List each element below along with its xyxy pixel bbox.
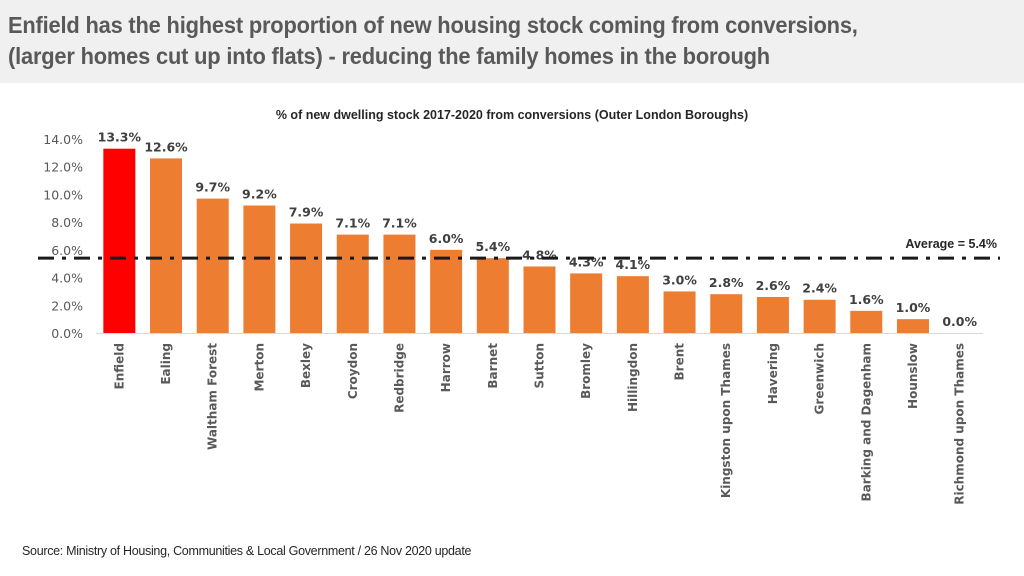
data-label: 4.1% <box>616 257 651 272</box>
data-labels: 13.3%12.6% 9.7% 9.2% 7.9% 7.1% 7.1% 6.0% 5.4% 4.… <box>98 130 978 329</box>
category-label: Redbridge <box>392 343 406 413</box>
bar-hounslow <box>896 319 929 333</box>
bar-harrow <box>430 249 463 333</box>
data-label: 7.9% <box>289 205 324 220</box>
bar-enfield <box>103 148 136 333</box>
data-label: 3.0% <box>662 272 697 287</box>
headline: Enfield has the highest proportion of ne… <box>8 10 947 72</box>
y-tick-label: 6.0% <box>51 243 83 258</box>
y-tick-label: 8.0% <box>51 215 83 230</box>
bar-merton <box>243 205 276 333</box>
chart-title: % of new dwelling stock 2017-2020 from c… <box>275 108 749 122</box>
category-labels: Enfield Ealing Waltham Forest Merton Bexley C… <box>112 343 966 505</box>
data-label: 9.2% <box>242 187 277 202</box>
data-label: 7.1% <box>382 216 417 231</box>
y-tick-label: 4.0% <box>51 271 83 286</box>
bar-havering <box>756 296 789 333</box>
bar-bromley <box>570 273 603 333</box>
category-label: Waltham Forest <box>206 343 220 450</box>
bar-barking-and-dagenham <box>850 310 883 333</box>
data-label: 9.7% <box>195 180 230 195</box>
headline-line-1: Enfield has the highest proportion of ne… <box>8 12 858 38</box>
y-tick-label: 12.0% <box>43 160 83 175</box>
data-label: 2.6% <box>756 278 791 293</box>
category-label: Hounslow <box>906 343 920 409</box>
category-label: Merton <box>252 343 266 392</box>
bar-brent <box>663 291 696 333</box>
category-label: Kingston upon Thames <box>719 343 733 498</box>
average-label: Average = 5.4% <box>905 237 997 251</box>
y-tick-label: 10.0% <box>43 187 83 202</box>
headline-line-2: (larger homes cut up into flats) - reduc… <box>8 43 770 69</box>
category-label: Ealing <box>159 343 173 385</box>
category-label: Sutton <box>533 343 547 388</box>
y-tick-label: 0.0% <box>51 326 83 341</box>
category-label: Richmond upon Thames <box>953 343 967 505</box>
data-label: 1.6% <box>849 292 884 307</box>
header-banner: Enfield has the highest proportion of ne… <box>0 0 1024 83</box>
category-label: Enfield <box>112 343 126 389</box>
data-label: 2.8% <box>709 275 744 290</box>
bars <box>103 148 929 333</box>
data-label: 4.3% <box>569 254 604 269</box>
data-label: 5.4% <box>475 239 510 254</box>
data-label: 6.0% <box>429 231 464 246</box>
bar-greenwich <box>803 299 836 333</box>
bar-croydon <box>336 234 369 333</box>
bar-bexley <box>290 223 323 333</box>
y-tick-label: 2.0% <box>51 298 83 313</box>
category-label: Harrow <box>439 343 453 392</box>
data-label: 12.6% <box>144 139 188 154</box>
category-label: Bromley <box>579 343 593 399</box>
y-tick-label: 14.0% <box>43 132 83 147</box>
data-label: 7.1% <box>335 216 370 231</box>
bar-waltham-forest <box>196 198 229 333</box>
data-label: 1.0% <box>896 300 931 315</box>
category-label: Barking and Dagenham <box>859 343 873 501</box>
category-label: Brent <box>673 343 687 381</box>
data-label: 2.4% <box>802 281 837 296</box>
bar-hillingdon <box>616 276 649 333</box>
bar-barnet <box>476 258 509 333</box>
data-label: 0.0% <box>942 314 977 329</box>
category-label: Greenwich <box>813 343 827 414</box>
category-label: Havering <box>766 343 780 404</box>
data-label: 13.3% <box>98 130 142 145</box>
category-label: Hillingdon <box>626 343 640 412</box>
bar-ealing <box>150 158 183 333</box>
bar-redbridge <box>383 234 416 333</box>
y-axis: 0.0% 2.0% 4.0% 6.0% 8.0% 10.0% 12.0% 14.0% <box>43 132 83 341</box>
bar-kingston-upon-thames <box>710 294 743 333</box>
data-label: 4.8% <box>522 247 557 262</box>
bar-sutton <box>523 266 556 333</box>
source-note: Source: Ministry of Housing, Communities… <box>22 544 472 558</box>
category-label: Croydon <box>346 343 360 399</box>
category-label: Barnet <box>486 343 500 389</box>
category-label: Bexley <box>299 343 313 388</box>
